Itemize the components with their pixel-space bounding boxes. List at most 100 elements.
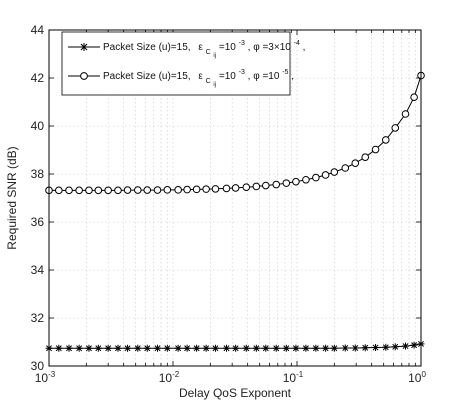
data-point-circle xyxy=(133,186,142,194)
data-point-circle xyxy=(163,186,172,194)
legend-2-eps-value: =10 xyxy=(219,71,236,82)
legend-2-phi-value: =10 xyxy=(262,71,279,82)
legend-2-eps-symbol: ε xyxy=(198,71,203,82)
data-point-circle xyxy=(302,175,310,184)
legend: Packet Size (u)=15, ε C ij =10 -3 , φ =3… xyxy=(61,31,305,96)
series-2 xyxy=(45,71,425,195)
legend-1-eps-value: =10 xyxy=(219,42,236,53)
data-point-circle xyxy=(341,164,350,172)
data-point-asterisk xyxy=(114,344,122,352)
axis-ticks xyxy=(49,29,421,367)
data-point-circle xyxy=(231,184,240,192)
legend-1-eps-subsub: ij xyxy=(213,53,216,59)
data-point-circle xyxy=(65,186,73,195)
legend-1-sep: , xyxy=(248,42,254,53)
data-point-circle xyxy=(371,145,380,154)
data-point-asterisk xyxy=(183,344,191,352)
y-tick-label: 36 xyxy=(31,215,45,229)
x-tick-label: 10-3 xyxy=(35,370,56,385)
data-point-asterisk xyxy=(174,344,182,352)
x-tick-label: 10-2 xyxy=(159,370,180,385)
series-layer xyxy=(45,71,425,352)
data-point-circle xyxy=(391,124,400,132)
legend-entry-1: Packet Size (u)=15, ε C ij =10 -3 , φ =3… xyxy=(68,37,305,60)
legend-1-phi-value: =3×10 xyxy=(262,42,291,53)
data-point-circle xyxy=(410,93,418,101)
data-point-asterisk xyxy=(134,344,142,352)
data-point-circle xyxy=(272,180,281,189)
legend-2-phi-symbol: φ xyxy=(253,71,260,82)
y-tick-label: 44 xyxy=(31,23,45,37)
plot-frame xyxy=(48,29,422,367)
data-point-circle xyxy=(222,184,231,193)
data-point-asterisk xyxy=(202,344,210,352)
legend-entry-2: Packet Size (u)=15, ε C ij =10 -3 , φ =1… xyxy=(68,66,294,89)
legend-2-sep: , xyxy=(248,71,254,82)
data-point-circle xyxy=(192,185,201,194)
y-tick-label: 34 xyxy=(31,263,45,277)
legend-label-1: Packet Size (u)=15, ε C ij =10 -3 , φ =3… xyxy=(103,37,305,60)
data-point-circle xyxy=(55,186,63,195)
x-tick-label: 100 xyxy=(408,370,426,385)
x-tick-label: 10-1 xyxy=(283,370,304,385)
data-point-asterisk xyxy=(242,344,250,352)
legend-2-eps-sub: C xyxy=(206,78,211,85)
data-point-asterisk xyxy=(361,344,369,352)
data-point-circle xyxy=(123,186,132,194)
data-point-asterisk xyxy=(322,344,330,352)
data-point-asterisk xyxy=(252,344,260,352)
legend-1-suffix: , xyxy=(303,42,306,53)
y-tick-label: 42 xyxy=(31,71,45,85)
data-point-asterisk xyxy=(262,344,270,352)
data-point-asterisk xyxy=(55,344,63,352)
data-point-circle xyxy=(330,168,339,176)
data-point-asterisk xyxy=(372,344,380,352)
legend-1-phi-symbol: φ xyxy=(253,42,260,53)
data-point-circle xyxy=(174,186,182,194)
data-point-asterisk xyxy=(104,344,112,352)
data-point-circle xyxy=(321,171,330,179)
legend-2-eps-subsub: ij xyxy=(213,82,216,88)
data-point-circle xyxy=(114,186,122,195)
data-point-circle xyxy=(312,173,320,182)
data-point-asterisk xyxy=(154,344,162,352)
y-tick-label: 32 xyxy=(31,311,45,325)
legend-2-prefix: Packet Size (u)=15, xyxy=(103,71,191,82)
data-point-asterisk xyxy=(382,343,390,351)
data-point-circle xyxy=(202,185,210,193)
data-point-asterisk xyxy=(402,342,410,350)
data-point-asterisk xyxy=(282,344,290,352)
data-point-circle xyxy=(261,181,270,190)
data-point-asterisk xyxy=(341,344,349,352)
data-point-asterisk xyxy=(94,344,102,352)
data-point-asterisk xyxy=(312,344,320,352)
data-point-asterisk xyxy=(65,344,73,352)
data-point-circle xyxy=(75,186,83,195)
data-point-circle xyxy=(252,182,261,191)
data-point-circle xyxy=(85,186,93,195)
legend-2-eps-exp: -3 xyxy=(239,69,245,76)
data-point-asterisk xyxy=(143,344,151,352)
legend-label-2: Packet Size (u)=15, ε C ij =10 -3 , φ =1… xyxy=(103,66,294,89)
y-tick-label: 30 xyxy=(31,359,45,373)
legend-2-suffix: , xyxy=(291,71,294,82)
data-point-asterisk xyxy=(292,344,300,352)
data-point-asterisk xyxy=(232,344,240,352)
legend-marker-asterisk xyxy=(80,43,88,51)
x-axis-label: Delay QoS Exponent xyxy=(179,386,292,400)
data-point-asterisk xyxy=(302,344,310,352)
data-point-asterisk xyxy=(272,344,280,352)
data-point-circle xyxy=(401,110,410,118)
data-point-asterisk xyxy=(211,344,219,352)
data-point-circle xyxy=(104,186,112,195)
y-tick-label: 38 xyxy=(31,167,45,181)
data-point-asterisk xyxy=(193,344,201,352)
data-point-asterisk xyxy=(222,344,230,352)
data-point-circle xyxy=(381,136,390,144)
data-point-asterisk xyxy=(391,343,399,351)
data-point-circle xyxy=(143,186,152,194)
legend-1-eps-sub: C xyxy=(206,49,211,56)
series-1 xyxy=(45,340,425,352)
data-point-asterisk xyxy=(124,344,132,352)
